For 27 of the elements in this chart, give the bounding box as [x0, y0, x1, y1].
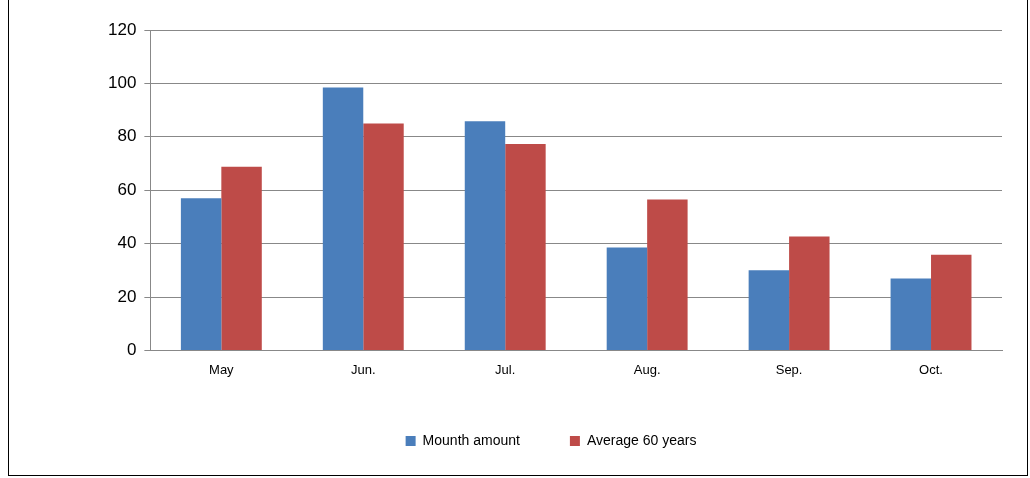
bar [221, 166, 262, 350]
bar [606, 247, 648, 350]
x-tick-label: Jun. [350, 361, 376, 377]
x-tick-label: Jul. [495, 361, 516, 377]
bar [890, 278, 932, 350]
y-tick-label: 40 [117, 233, 137, 253]
bar [363, 123, 404, 350]
x-tick-label: May [209, 361, 235, 377]
bar [748, 270, 790, 350]
bar [647, 199, 688, 350]
x-tick-label: Sep. [775, 361, 803, 377]
bar [464, 121, 506, 350]
bar [180, 198, 222, 350]
y-tick-label: 0 [126, 340, 137, 360]
y-tick-label: 100 [107, 73, 137, 93]
legend-label: Average 60 years [586, 431, 697, 448]
bar [322, 87, 364, 350]
y-tick-label: 60 [117, 179, 137, 199]
bar [505, 144, 546, 350]
y-tick-label: 120 [107, 19, 137, 39]
x-tick-label: Aug. [633, 361, 661, 377]
bar [789, 236, 830, 350]
y-tick-label: 80 [117, 126, 137, 146]
y-tick-label: 20 [117, 286, 137, 306]
x-tick-label: Oct. [919, 361, 943, 377]
legend-label: Mounth amount [422, 431, 521, 448]
bar [931, 254, 972, 350]
